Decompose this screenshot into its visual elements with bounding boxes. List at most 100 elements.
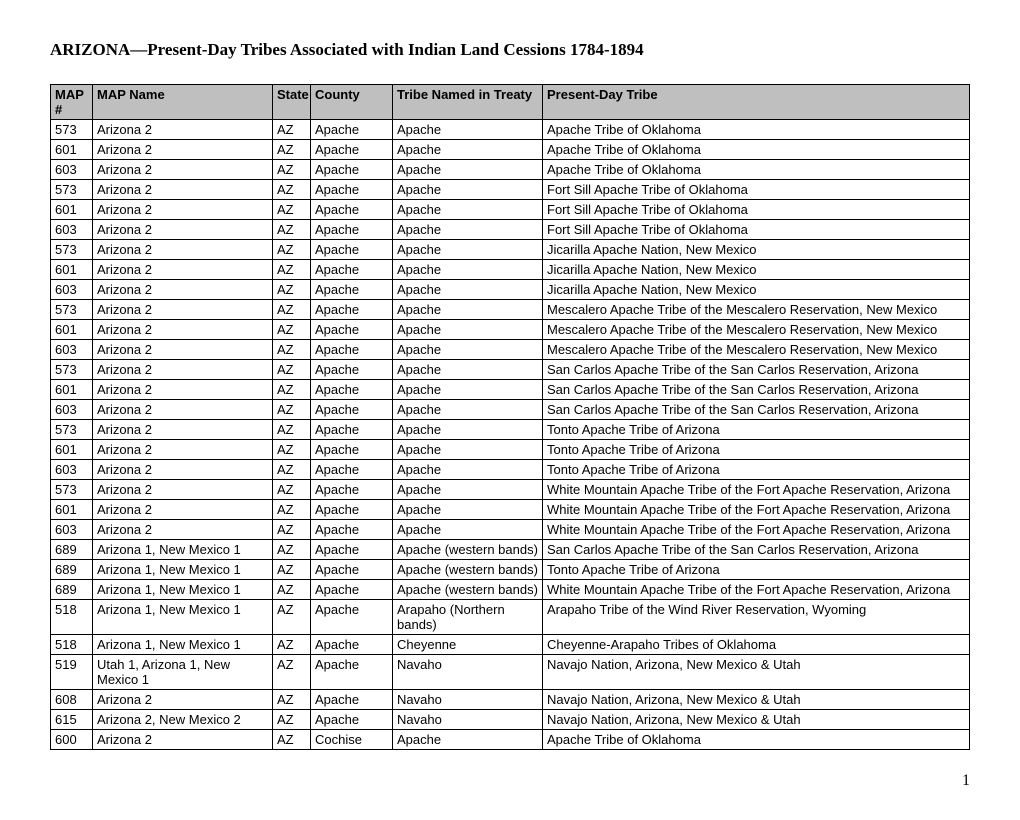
table-cell: Apache [393, 120, 543, 140]
table-cell: Apache [311, 710, 393, 730]
table-cell: Apache [393, 420, 543, 440]
table-cell: 518 [51, 635, 93, 655]
table-row: 601Arizona 2AZApacheApacheMescalero Apac… [51, 320, 970, 340]
table-cell: Fort Sill Apache Tribe of Oklahoma [543, 180, 970, 200]
table-cell: AZ [273, 200, 311, 220]
table-cell: 603 [51, 280, 93, 300]
table-cell: 601 [51, 380, 93, 400]
table-cell: Arizona 2 [93, 140, 273, 160]
table-cell: 573 [51, 420, 93, 440]
table-cell: AZ [273, 320, 311, 340]
table-cell: Apache [311, 480, 393, 500]
table-cell: Apache [393, 460, 543, 480]
table-cell: AZ [273, 710, 311, 730]
table-cell: Apache Tribe of Oklahoma [543, 140, 970, 160]
table-cell: 601 [51, 440, 93, 460]
table-cell: Apache [393, 440, 543, 460]
table-cell: Navajo Nation, Arizona, New Mexico & Uta… [543, 690, 970, 710]
table-cell: San Carlos Apache Tribe of the San Carlo… [543, 540, 970, 560]
table-cell: 573 [51, 240, 93, 260]
table-cell: 689 [51, 540, 93, 560]
table-cell: Apache [393, 280, 543, 300]
table-row: 608Arizona 2AZApacheNavahoNavajo Nation,… [51, 690, 970, 710]
table-cell: 603 [51, 220, 93, 240]
table-cell: White Mountain Apache Tribe of the Fort … [543, 480, 970, 500]
table-cell: White Mountain Apache Tribe of the Fort … [543, 500, 970, 520]
table-cell: AZ [273, 240, 311, 260]
table-cell: AZ [273, 400, 311, 420]
table-cell: Arizona 2 [93, 220, 273, 240]
table-row: 603Arizona 2AZApacheApacheFort Sill Apac… [51, 220, 970, 240]
table-cell: Apache [393, 160, 543, 180]
table-cell: Arizona 2 [93, 300, 273, 320]
table-cell: Apache [311, 440, 393, 460]
table-cell: Arizona 2 [93, 400, 273, 420]
table-row: 573Arizona 2AZApacheApacheFort Sill Apac… [51, 180, 970, 200]
table-cell: Apache [311, 635, 393, 655]
table-cell: AZ [273, 380, 311, 400]
table-cell: Jicarilla Apache Nation, New Mexico [543, 280, 970, 300]
table-cell: Arizona 2 [93, 180, 273, 200]
table-cell: Tonto Apache Tribe of Arizona [543, 460, 970, 480]
table-cell: San Carlos Apache Tribe of the San Carlo… [543, 360, 970, 380]
table-row: 601Arizona 2AZApacheApacheFort Sill Apac… [51, 200, 970, 220]
table-row: 603Arizona 2AZApacheApacheJicarilla Apac… [51, 280, 970, 300]
table-cell: 603 [51, 160, 93, 180]
table-cell: White Mountain Apache Tribe of the Fort … [543, 580, 970, 600]
page-title: ARIZONA—Present-Day Tribes Associated wi… [50, 40, 970, 60]
table-cell: Apache [393, 340, 543, 360]
table-cell: 603 [51, 520, 93, 540]
table-cell: Arizona 1, New Mexico 1 [93, 560, 273, 580]
table-cell: Arizona 2 [93, 240, 273, 260]
table-cell: Arizona 2 [93, 460, 273, 480]
table-row: 601Arizona 2AZApacheApacheApache Tribe o… [51, 140, 970, 160]
table-cell: Apache [311, 300, 393, 320]
table-cell: Tonto Apache Tribe of Arizona [543, 560, 970, 580]
table-row: 518Arizona 1, New Mexico 1AZApacheArapah… [51, 600, 970, 635]
table-cell: AZ [273, 580, 311, 600]
table-cell: AZ [273, 730, 311, 750]
table-cell: AZ [273, 520, 311, 540]
table-cell: AZ [273, 635, 311, 655]
table-cell: Arizona 2 [93, 440, 273, 460]
col-header-mapname: MAP Name [93, 85, 273, 120]
table-cell: Mescalero Apache Tribe of the Mescalero … [543, 320, 970, 340]
table-row: 689Arizona 1, New Mexico 1AZApacheApache… [51, 540, 970, 560]
table-cell: AZ [273, 300, 311, 320]
table-cell: San Carlos Apache Tribe of the San Carlo… [543, 400, 970, 420]
table-cell: Apache [311, 600, 393, 635]
table-cell: AZ [273, 480, 311, 500]
col-header-state: State [273, 85, 311, 120]
table-cell: 573 [51, 360, 93, 380]
table-cell: Fort Sill Apache Tribe of Oklahoma [543, 200, 970, 220]
table-cell: Apache (western bands) [393, 560, 543, 580]
table-cell: Arizona 2 [93, 690, 273, 710]
table-cell: 573 [51, 300, 93, 320]
table-cell: AZ [273, 600, 311, 635]
table-cell: Arizona 2 [93, 500, 273, 520]
table-cell: Navajo Nation, Arizona, New Mexico & Uta… [543, 710, 970, 730]
table-cell: Arizona 1, New Mexico 1 [93, 635, 273, 655]
table-cell: Arizona 2 [93, 420, 273, 440]
table-cell: AZ [273, 440, 311, 460]
col-header-mapnum: MAP # [51, 85, 93, 120]
table-cell: 600 [51, 730, 93, 750]
table-row: 573Arizona 2AZApacheApacheApache Tribe o… [51, 120, 970, 140]
table-cell: AZ [273, 340, 311, 360]
table-cell: Apache [393, 400, 543, 420]
table-cell: AZ [273, 360, 311, 380]
table-cell: Apache [393, 260, 543, 280]
table-cell: Cochise [311, 730, 393, 750]
table-cell: Navajo Nation, Arizona, New Mexico & Uta… [543, 655, 970, 690]
table-body: 573Arizona 2AZApacheApacheApache Tribe o… [51, 120, 970, 750]
cessions-table: MAP # MAP Name State County Tribe Named … [50, 84, 970, 750]
table-cell: Apache [393, 240, 543, 260]
table-row: 689Arizona 1, New Mexico 1AZApacheApache… [51, 560, 970, 580]
table-cell: Apache [311, 540, 393, 560]
table-cell: White Mountain Apache Tribe of the Fort … [543, 520, 970, 540]
table-cell: AZ [273, 120, 311, 140]
table-cell: Apache [393, 300, 543, 320]
table-cell: Apache [311, 420, 393, 440]
table-cell: Apache [393, 180, 543, 200]
table-cell: Tonto Apache Tribe of Arizona [543, 440, 970, 460]
